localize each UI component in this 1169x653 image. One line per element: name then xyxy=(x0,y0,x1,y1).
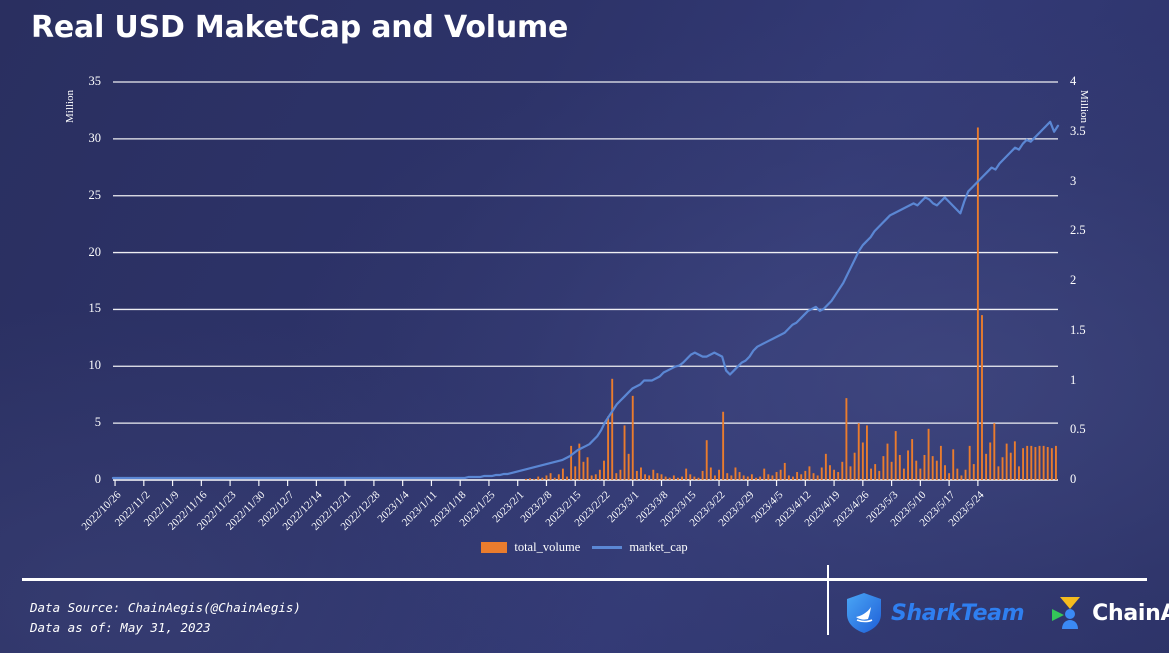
legend-swatch-volume-icon xyxy=(481,542,508,553)
y-axis-right-unit: Million xyxy=(1078,90,1090,124)
legend-item-market-cap[interactable]: market_cap xyxy=(592,540,688,555)
y-tick-left: 20 xyxy=(88,244,102,259)
legend-item-total-volume[interactable]: total_volume xyxy=(481,540,580,555)
chainaegis-logo: ChainAegis xyxy=(1050,593,1169,633)
y-tick-left: 0 xyxy=(94,472,101,486)
y-tick-right: 4 xyxy=(1070,74,1077,88)
y-tick-left: 35 xyxy=(88,74,102,88)
y-tick-left: 30 xyxy=(88,130,102,145)
y-tick-right: 1.5 xyxy=(1070,322,1086,337)
y-tick-left: 15 xyxy=(88,301,102,316)
y-tick-right: 0 xyxy=(1070,472,1077,486)
sharkteam-logo-text: SharkTeam xyxy=(891,600,1025,626)
y-tick-right: 0.5 xyxy=(1070,422,1086,437)
chainaegis-mark-icon xyxy=(1052,597,1081,629)
footer-logos: SharkTeam ChainAegis xyxy=(845,592,1169,634)
y-tick-right: 1 xyxy=(1070,372,1077,387)
y-axis-left-unit: Million xyxy=(64,90,76,124)
legend-label-total-volume: total_volume xyxy=(514,540,581,554)
y-tick-right: 2.5 xyxy=(1070,223,1086,238)
footer-source-block: Data Source: ChainAegis(@ChainAegis) Dat… xyxy=(30,598,301,639)
y-tick-right: 3 xyxy=(1070,173,1077,188)
data-asof-text: Data as of: May 31, 2023 xyxy=(30,620,211,636)
y-tick-right: 2 xyxy=(1070,273,1077,287)
y-tick-left: 10 xyxy=(88,358,102,373)
chainaegis-logo-text: ChainAegis xyxy=(1092,600,1169,626)
shark-shield-icon xyxy=(847,593,881,633)
chart-area: Million Million 0 5 10 15 20 25 30 35 0 0.5 1 1.5 2… xyxy=(64,74,1090,533)
data-source-text: Data Source: ChainAegis(@ChainAegis) xyxy=(30,600,301,615)
sharkteam-logo: SharkTeam xyxy=(845,592,1025,634)
legend-label-market-cap: market_cap xyxy=(629,540,688,554)
y-tick-left: 25 xyxy=(88,187,102,202)
y-tick-left: 5 xyxy=(94,415,101,430)
page-title: Real USD MaketCap and Volume xyxy=(31,10,569,45)
legend-swatch-marketcap-icon xyxy=(592,546,623,549)
chart-svg xyxy=(111,81,1060,486)
chart-legend: total_volume market_cap xyxy=(0,540,1169,555)
y-tick-right: 3.5 xyxy=(1070,123,1086,138)
footer-divider xyxy=(22,578,1147,581)
footer-vertical-divider xyxy=(827,565,829,635)
